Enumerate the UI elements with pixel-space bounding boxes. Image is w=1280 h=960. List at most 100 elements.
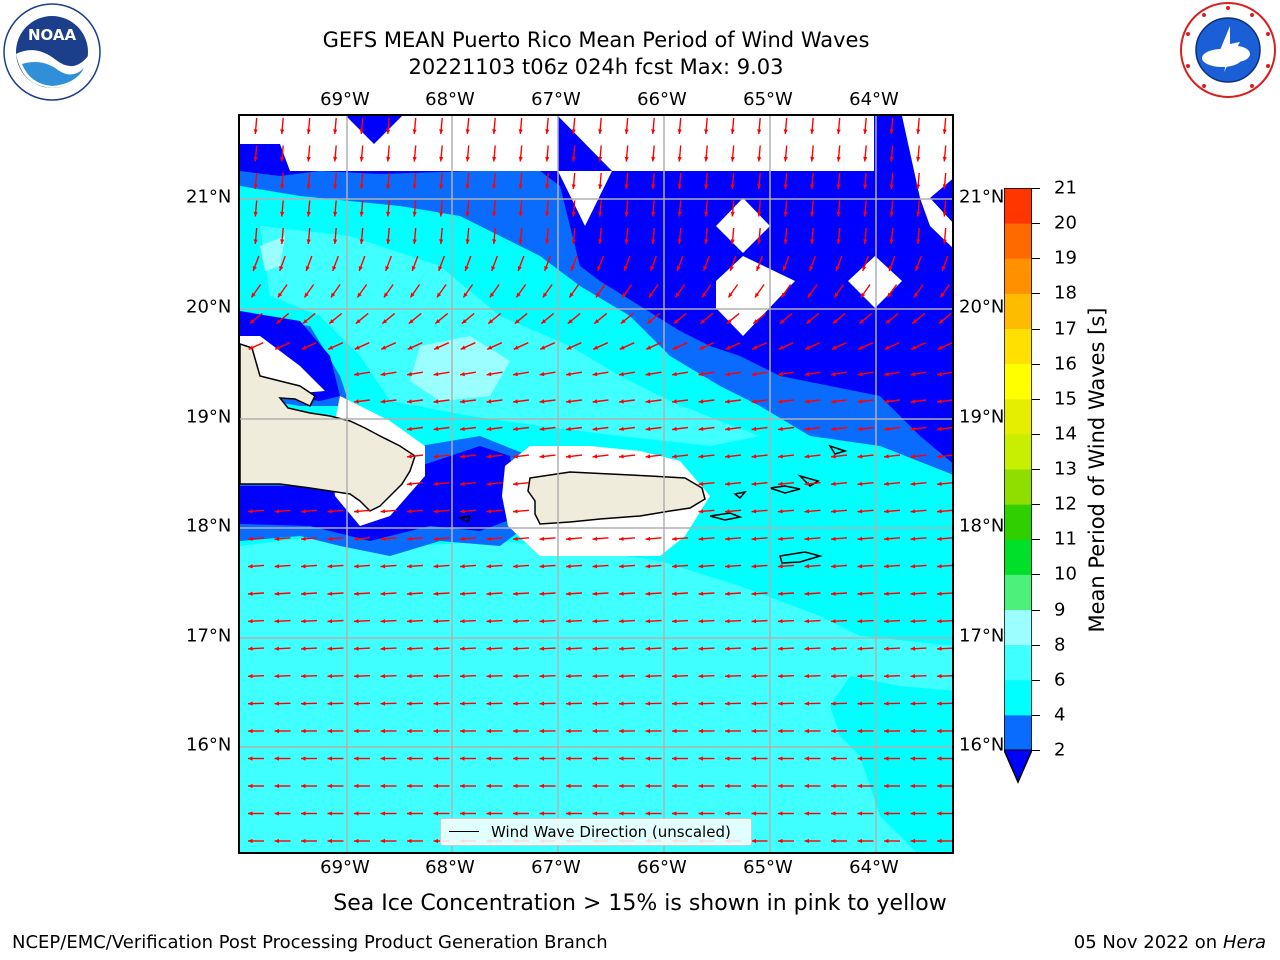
wind-wave-arrowhead — [354, 591, 359, 596]
wind-wave-arrowhead — [778, 619, 783, 624]
wind-wave-arrowhead — [938, 319, 944, 324]
mona-island — [457, 515, 472, 524]
wind-wave-arrowhead — [486, 811, 491, 816]
wind-wave-arrowhead — [937, 591, 942, 596]
colorbar-frame — [1004, 188, 1032, 784]
period-band-6-8 — [240, 536, 952, 852]
wind-wave-arrowhead — [410, 292, 415, 298]
wind-wave-arrowhead — [698, 674, 704, 679]
lon-tick-bottom: 68°W — [425, 857, 475, 878]
wind-wave-arrowhead — [831, 509, 836, 514]
wind-wave-arrowhead — [301, 728, 306, 734]
wind-wave-arrowhead — [619, 345, 625, 350]
wind-wave-arrowhead — [725, 454, 730, 459]
wind-wave-arrowhead — [778, 838, 783, 844]
wind-wave-arrowhead — [857, 454, 863, 459]
lon-tick-top: 67°W — [531, 89, 581, 110]
wind-wave-arrowhead — [857, 426, 863, 431]
wind-wave-arrowhead — [433, 426, 439, 431]
wind-wave-arrowhead — [492, 184, 497, 189]
wind-wave-arrowhead — [698, 372, 704, 377]
wind-wave-arrowhead — [725, 345, 731, 350]
wind-wave-arrowhead — [677, 211, 682, 217]
wind-wave-arrowhead — [725, 564, 730, 569]
wind-wave-arrowhead — [778, 591, 783, 596]
wind-wave-arrowhead — [645, 564, 651, 569]
colorbar-segment — [1004, 609, 1032, 646]
wind-wave-arrowhead — [619, 399, 624, 404]
colorbar-segment — [1004, 504, 1032, 540]
wind-wave-arrowhead — [460, 783, 465, 789]
wind-wave-arrowhead — [354, 728, 359, 734]
lon-tick-bottom: 64°W — [849, 857, 899, 878]
wind-wave-arrowhead — [566, 756, 571, 761]
wind-wave-arrowhead — [884, 426, 889, 431]
wind-wave-arrowhead — [942, 184, 947, 189]
wind-wave-arrowhead — [407, 426, 412, 431]
wind-wave-arrowhead — [486, 536, 492, 541]
no-data-cell — [716, 198, 770, 253]
wind-wave-arrowhead — [301, 509, 306, 514]
colorbar-tick-label: 9 — [1054, 599, 1066, 620]
wind-wave-arrowhead — [916, 239, 921, 244]
wind-wave-arrowhead — [831, 646, 836, 651]
wind-wave-arrowhead — [910, 481, 916, 486]
wind-wave-arrowhead — [407, 783, 412, 789]
wind-wave-arrowhead — [433, 838, 438, 844]
wind-wave-arrowhead — [433, 728, 439, 734]
wind-wave-arrowhead — [354, 619, 359, 624]
wind-wave-arrowhead — [333, 239, 338, 244]
wind-wave-arrowhead — [465, 156, 470, 162]
wind-wave-arrowhead — [301, 646, 306, 651]
lat-tick-left: 21°N — [186, 186, 232, 208]
wind-wave-arrowhead — [672, 426, 677, 431]
wind-wave-arrowhead — [329, 319, 335, 324]
wind-wave-arrowhead — [884, 838, 889, 844]
wind-wave-arrowhead — [781, 292, 786, 298]
noaa-logo-icon: NOAA — [3, 3, 101, 101]
wind-wave-arrowhead — [592, 372, 598, 377]
wind-wave-arrowhead — [248, 619, 253, 624]
wind-wave-arrowhead — [592, 756, 597, 761]
wind-wave-arrowhead — [884, 536, 889, 541]
colorbar-tick-mark — [1032, 363, 1040, 365]
colorbar-tick-mark — [1032, 188, 1040, 189]
wind-wave-arrowhead — [941, 266, 946, 271]
wind-wave-arrowhead — [751, 536, 757, 541]
wind-wave-arrowhead — [937, 756, 942, 761]
colorbar-tick-label: 15 — [1054, 388, 1077, 410]
wind-wave-arrowhead — [251, 292, 256, 298]
wind-wave-arrowhead — [513, 674, 518, 679]
wind-wave-arrowhead — [831, 728, 836, 734]
wind-wave-arrowhead — [645, 701, 651, 706]
wind-wave-arrowhead — [910, 564, 916, 569]
wind-wave-arrowhead — [698, 591, 704, 596]
lat-tick-right: 20°N — [959, 296, 1005, 318]
wind-wave-arrowhead — [889, 184, 894, 189]
wind-wave-arrowhead — [539, 674, 545, 679]
wind-wave-arrowhead — [804, 454, 810, 459]
colorbar-segment — [1004, 258, 1032, 294]
wind-wave-arrowhead — [751, 481, 757, 486]
wind-wave-arrowhead — [539, 646, 545, 651]
wind-wave-arrowhead — [407, 591, 412, 596]
wind-wave-arrowhead — [327, 564, 333, 569]
wind-wave-arrowhead — [910, 454, 916, 459]
wind-wave-arrowhead — [863, 184, 868, 189]
wind-wave-arrowhead — [782, 266, 787, 271]
wind-wave-arrowhead — [672, 372, 677, 377]
wind-wave-arrowhead — [672, 619, 677, 624]
wind-wave-arrowhead — [725, 481, 730, 486]
wind-wave-arrowhead — [354, 756, 359, 761]
wind-wave-arrowhead — [916, 184, 921, 189]
wind-wave-arrowhead — [942, 156, 947, 162]
wind-wave-arrowhead — [566, 783, 571, 789]
wind-wave-arrowhead — [860, 292, 866, 298]
wind-wave-arrowhead — [804, 509, 810, 514]
wind-wave-arrowhead — [751, 591, 757, 596]
lon-tick-bottom: 65°W — [743, 857, 793, 878]
wind-wave-arrowhead — [700, 319, 706, 324]
wind-wave-arrowhead — [487, 345, 493, 350]
wind-wave-arrowhead — [492, 211, 497, 217]
wind-wave-arrowhead — [911, 345, 917, 350]
